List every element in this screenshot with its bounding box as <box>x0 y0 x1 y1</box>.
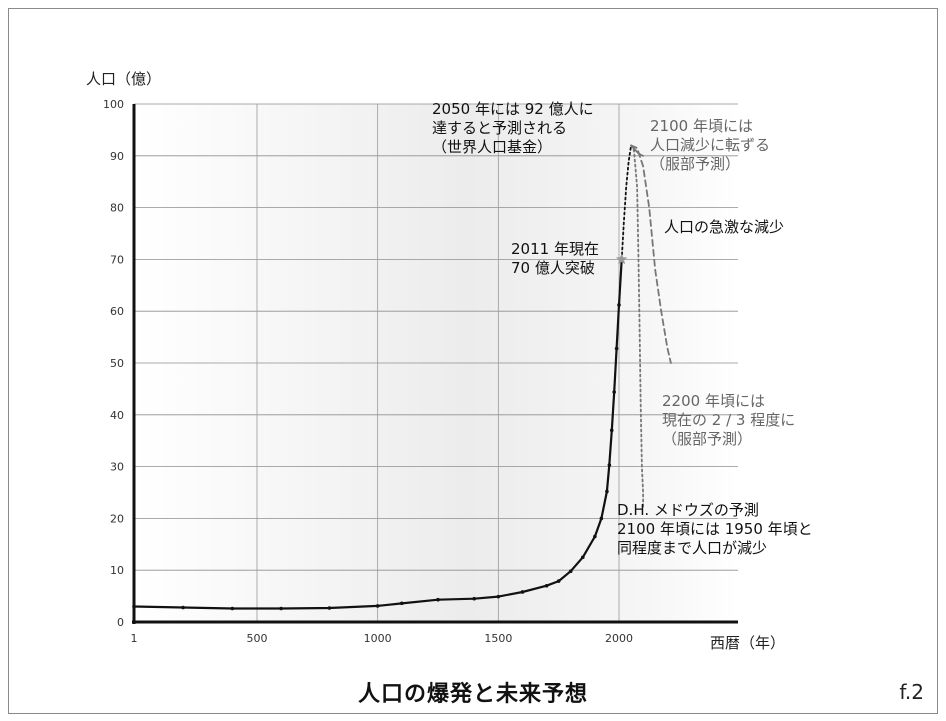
x-tick-label-500: 500 <box>247 632 268 645</box>
x-axis-label: 西暦（年） <box>710 634 785 652</box>
x-tick-label-1: 1 <box>131 632 138 645</box>
data-markers <box>615 253 628 265</box>
annotation-rapid-decline: 人口の急激な減少 <box>664 218 784 236</box>
y-tick-label-20: 20 <box>110 512 124 525</box>
annotation-line: 人口減少に転ずる <box>650 136 770 154</box>
grid-lines <box>134 103 738 622</box>
annotation-line: 2100 年頃には <box>650 117 753 135</box>
annotation-line: 70 億人突破 <box>511 259 595 277</box>
annotation-line: 2200 年頃には <box>662 392 765 410</box>
series-1-point <box>181 605 185 610</box>
series-1-point <box>544 583 549 588</box>
annotation-line: （服部予測） <box>662 430 752 448</box>
y-tick-label-50: 50 <box>110 357 124 370</box>
series-1-point <box>612 390 616 394</box>
series-1-point <box>607 463 612 467</box>
annotation-line: 2100 年頃には 1950 年頃と <box>617 520 813 538</box>
series-1-point <box>609 428 614 433</box>
series-1-point <box>472 596 477 601</box>
series-1-point <box>556 579 561 583</box>
series-1-point <box>593 534 597 539</box>
series-1-point <box>599 516 604 521</box>
annotation-line: 現在の 2 / 3 程度に <box>662 411 795 429</box>
annotation-line: （世界人口基金） <box>432 138 552 156</box>
annotation-line: 人口の急激な減少 <box>664 218 784 236</box>
y-tick-label-80: 80 <box>110 202 124 215</box>
annotation-line: 同程度まで人口が減少 <box>617 539 767 557</box>
series-1-point <box>496 594 501 599</box>
x-tick-label-1000: 1000 <box>364 632 392 645</box>
y-tick-label-10: 10 <box>110 564 124 577</box>
series-1-point <box>132 604 136 609</box>
series-1-point <box>375 604 380 608</box>
x-tick-label-2000: 2000 <box>605 632 633 645</box>
y-tick-label-30: 30 <box>110 461 124 474</box>
series-1-point <box>605 489 609 494</box>
y-tick-label-90: 90 <box>110 150 124 163</box>
page-title: 人口の爆発と未来予想 <box>357 682 588 707</box>
series-line-5 <box>630 144 644 509</box>
y-tick-label-60: 60 <box>110 305 124 318</box>
y-tick-label-0: 0 <box>117 616 124 629</box>
annotation-line: 2011 年現在 <box>511 240 599 258</box>
annotation-line: 達すると予測される <box>432 119 567 137</box>
y-tick-label-100: 100 <box>103 98 124 111</box>
axes <box>132 104 738 624</box>
y-tick-labels: 0 10 20 30 40 50 60 70 80 90 100 <box>103 98 124 629</box>
x-tick-label-1500: 1500 <box>484 632 512 645</box>
y-tick-label-40: 40 <box>110 409 124 422</box>
series-line-1 <box>132 258 623 610</box>
x-tick-labels: 1 500 1000 1500 2000 <box>131 632 634 645</box>
series-1-point <box>617 303 621 307</box>
series-1-point <box>614 346 619 351</box>
series-line-2 <box>620 144 632 261</box>
annotation-line: D.H. メドウズの予測 <box>617 501 759 519</box>
y-tick-label-70: 70 <box>110 253 124 266</box>
figure-number: f.2 <box>899 680 924 704</box>
series-1-point <box>568 569 573 574</box>
marker-star-1 <box>615 253 628 265</box>
series-1-point <box>230 606 235 611</box>
series-line-3 <box>630 144 644 157</box>
series-1-point <box>581 555 585 560</box>
series-1-point <box>400 601 404 606</box>
annotation-line: （服部予測） <box>650 155 740 173</box>
series-1-point <box>327 606 332 610</box>
data-series <box>132 144 672 611</box>
annotation-line: 2050 年には 92 億人に <box>432 100 594 118</box>
y-axis-label: 人口（億） <box>86 70 161 88</box>
series-line-4 <box>630 144 672 364</box>
series-1-point <box>436 597 440 602</box>
series-1-point <box>520 590 525 594</box>
series-1-point <box>279 606 283 611</box>
